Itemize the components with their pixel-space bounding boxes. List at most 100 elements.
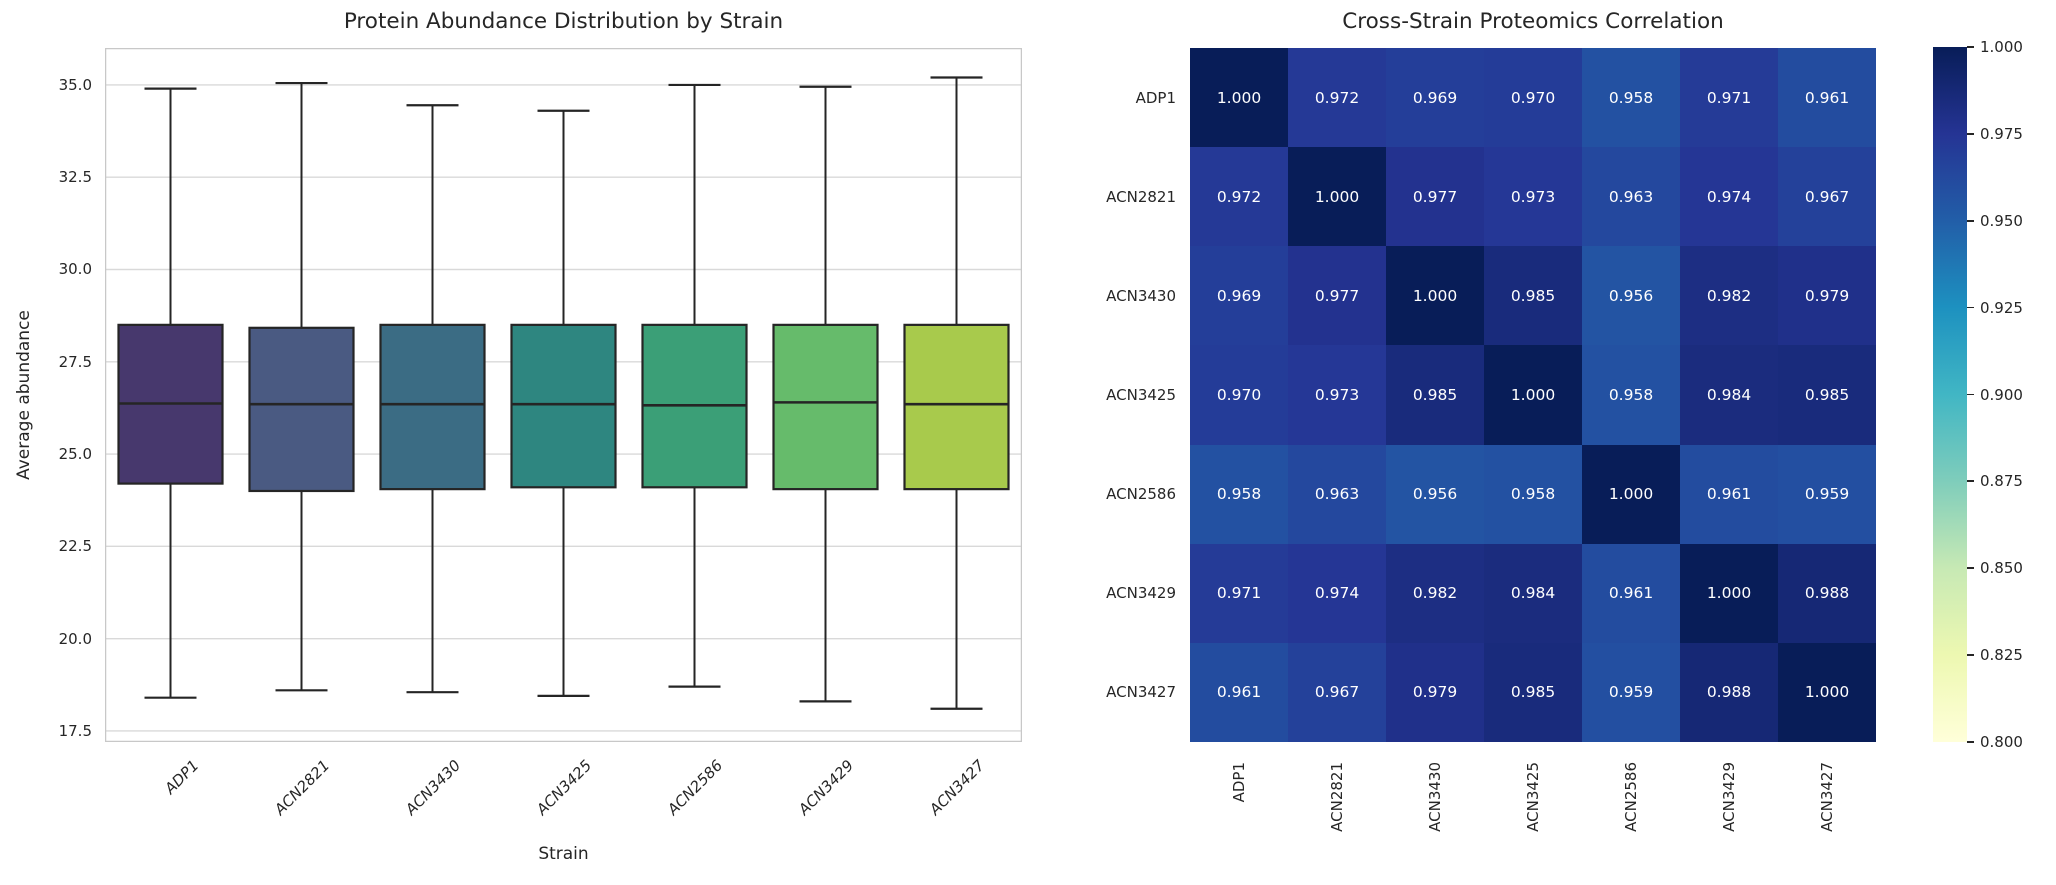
heatmap-cell: 0.969	[1386, 48, 1484, 148]
heatmap-cell: 0.961	[1778, 48, 1876, 148]
colorbar-tick-label: 0.900	[1980, 385, 2023, 404]
box-group	[510, 109, 617, 697]
heatmap-cell: 0.961	[1190, 642, 1288, 742]
heatmap-cell: 0.988	[1680, 642, 1778, 742]
xtick-label: ACN3425	[533, 756, 596, 819]
ytick-label: 32.5	[58, 168, 92, 187]
xtick-label: ADP1	[161, 756, 203, 798]
box-group	[903, 76, 1010, 710]
heatmap-cell: 0.959	[1778, 444, 1876, 544]
heatmap-cell: 0.970	[1484, 48, 1582, 148]
xtick-label: ACN3427	[926, 756, 989, 819]
boxplot-box	[903, 323, 1010, 491]
heatmap-cell: 0.971	[1680, 48, 1778, 148]
colorbar-tick	[1967, 46, 1974, 48]
heatmap-cell: 0.956	[1386, 444, 1484, 544]
ytick-label: 30.0	[58, 260, 92, 279]
colorbar-tick	[1967, 741, 1974, 743]
heatmap-row-label: ACN3425	[1106, 386, 1176, 404]
heatmap-cell: 0.977	[1288, 246, 1386, 346]
xtick-label: ACN2586	[664, 756, 727, 819]
boxplot-box	[772, 323, 879, 491]
heatmap-col-label: ADP1	[1230, 762, 1248, 803]
heatmap-cell: 0.985	[1778, 345, 1876, 445]
heatmap-col-label: ACN3430	[1426, 762, 1444, 832]
heatmap-cell: 0.972	[1190, 147, 1288, 247]
heatmap-cell: 0.970	[1190, 345, 1288, 445]
heatmap-cell: 0.977	[1386, 147, 1484, 247]
colorbar-tick-label: 0.800	[1980, 733, 2023, 751]
boxplot-box	[248, 326, 355, 493]
heatmap-cell: 1.000	[1582, 444, 1680, 544]
heatmap-cell: 0.971	[1190, 543, 1288, 643]
ytick-label: 22.5	[58, 537, 92, 556]
boxplot-box	[379, 323, 486, 491]
heatmap-cell: 0.974	[1680, 147, 1778, 247]
heatmap-cell: 0.961	[1582, 543, 1680, 643]
xtick-label: ACN2821	[271, 756, 334, 819]
heatmap-cell: 0.979	[1386, 642, 1484, 742]
colorbar-tick	[1967, 393, 1974, 396]
heatmap-cell: 1.000	[1484, 345, 1582, 445]
boxplot-canvas	[105, 48, 1022, 742]
colorbar-tick	[1967, 480, 1974, 483]
heatmap-cell: 0.973	[1288, 345, 1386, 445]
heatmap-cell: 1.000	[1190, 48, 1288, 148]
heatmap-cell: 0.984	[1680, 345, 1778, 445]
heatmap-cell: 0.985	[1484, 246, 1582, 346]
heatmap-cell: 0.958	[1582, 48, 1680, 148]
heatmap-cell: 0.988	[1778, 543, 1876, 643]
heatmap-cell: 1.000	[1386, 246, 1484, 346]
box-group	[248, 81, 355, 692]
heatmap-cell: 0.984	[1484, 543, 1582, 643]
heatmap-cell: 1.000	[1778, 642, 1876, 742]
heatmap-col-label: ACN3425	[1524, 762, 1542, 832]
heatmap-cell: 0.985	[1484, 642, 1582, 742]
heatmap-row-label: ACN3427	[1106, 683, 1176, 702]
boxplot-box	[510, 323, 617, 489]
xtick-label: ACN3430	[402, 756, 465, 819]
heatmap-row-label: ACN3430	[1106, 286, 1176, 305]
heatmap-grid: 1.000 0.972 0.969 0.970 0.958 0.971 0.961 0.972…	[1190, 48, 1876, 742]
heatmap-cell: 1.000	[1680, 543, 1778, 643]
heatmap-col-label: ACN3429	[1720, 762, 1738, 832]
heatmap-cell: 0.967	[1778, 147, 1876, 247]
ytick-label: 27.5	[58, 352, 92, 371]
colorbar-gradient	[1933, 47, 1967, 742]
plot-border	[105, 48, 1022, 742]
heatmap-cell: 0.982	[1386, 543, 1484, 643]
heatmap-cell: 0.972	[1288, 48, 1386, 148]
colorbar-tick-label: 0.825	[1980, 646, 2023, 665]
heatmap-col-label: ACN2821	[1328, 762, 1346, 832]
colorbar-tick	[1967, 306, 1974, 309]
boxplot-title: Protein Abundance Distribution by Strain	[343, 9, 784, 34]
box-group	[772, 85, 879, 703]
colorbar-tick	[1967, 219, 1974, 222]
heatmap-cell: 0.963	[1582, 147, 1680, 247]
heatmap-col-label: ACN3427	[1818, 762, 1836, 832]
colorbar-tick	[1967, 654, 1974, 656]
colorbar-tick	[1967, 567, 1974, 570]
heatmap-cell: 0.963	[1288, 444, 1386, 544]
heatmap-row-label: ACN2586	[1106, 485, 1176, 504]
ytick-label: 17.5	[58, 721, 92, 740]
colorbar-tick-label: 0.950	[1980, 211, 2023, 230]
heatmap-cell: 0.967	[1288, 642, 1386, 742]
heatmap-row-label: ACN3429	[1106, 584, 1176, 603]
colorbar-tick-label: 0.975	[1980, 124, 2023, 143]
heatmap-cell: 0.982	[1680, 246, 1778, 346]
heatmap-col-label: ACN2586	[1622, 762, 1640, 832]
colorbar-tick-label: 0.875	[1980, 472, 2023, 491]
xtick-label: ACN3429	[795, 756, 858, 819]
heatmap-cell: 0.979	[1778, 246, 1876, 346]
heatmap-cell: 0.956	[1582, 246, 1680, 346]
heatmap-cell: 0.959	[1582, 642, 1680, 742]
heatmap-cell: 0.961	[1680, 444, 1778, 544]
heatmap-cell: 0.958	[1484, 444, 1582, 544]
ytick-label: 20.0	[58, 629, 92, 648]
colorbar-tick-label: 1.000	[1980, 38, 2023, 56]
heatmap-cell: 0.958	[1190, 444, 1288, 544]
heatmap-row-label: ADP1	[1135, 88, 1176, 107]
heatmap-cell: 1.000	[1288, 147, 1386, 247]
